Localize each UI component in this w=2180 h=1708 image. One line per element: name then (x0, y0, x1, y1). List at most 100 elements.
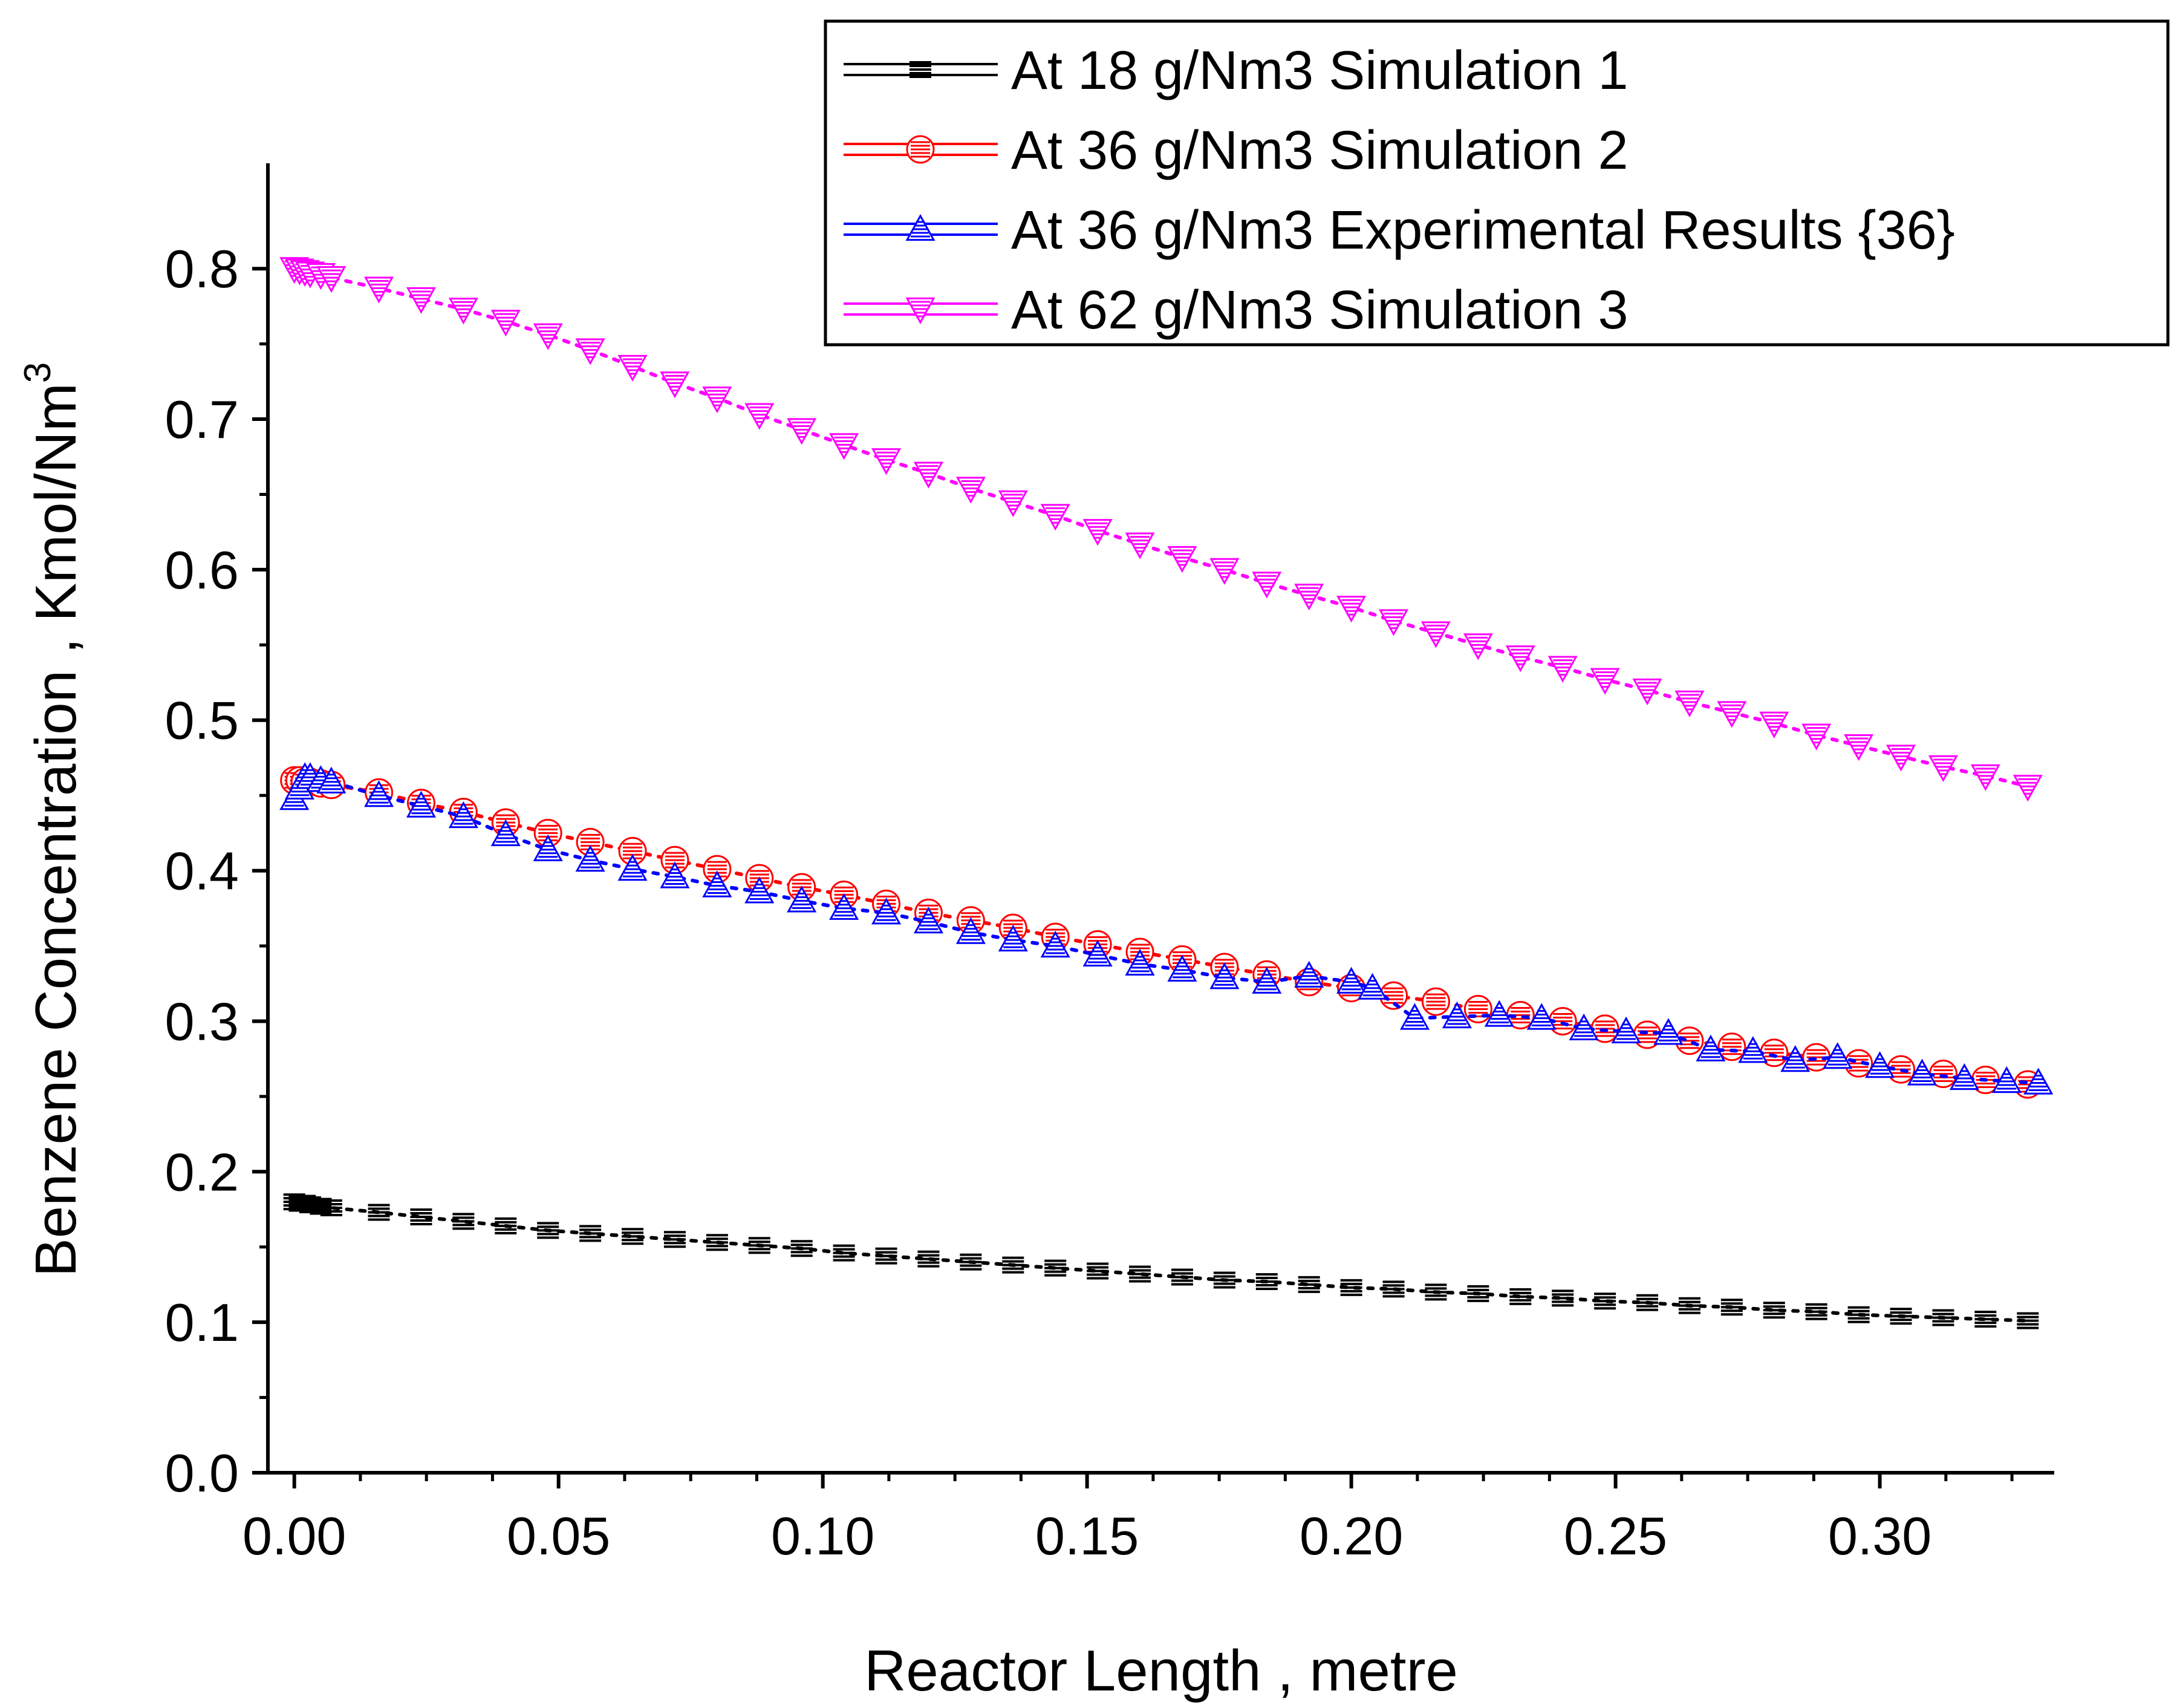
legend-label-4: At 62 g/Nm3 Simulation 3 (1011, 280, 1628, 341)
series-1-point-37 (1636, 1294, 1659, 1311)
series-4-point-38 (1674, 690, 1705, 717)
series-2 (280, 766, 2042, 1099)
series-4-point-14 (660, 371, 690, 399)
series-2-point-32 (1421, 987, 1450, 1016)
series-3-point-14 (660, 861, 690, 888)
series-1-point-26 (1171, 1268, 1193, 1286)
series-3-point-44 (1907, 1058, 1938, 1086)
y-tick-label-8: 0.7 (165, 390, 239, 449)
legend-marker-4 (905, 297, 935, 325)
series-4-point-17 (787, 418, 817, 445)
series-3-point-30 (1336, 966, 1367, 994)
series-4-point-41 (1801, 723, 1832, 751)
series-3-point-22 (998, 924, 1028, 952)
series-1-point-28 (1255, 1273, 1278, 1290)
legend-item-1: At 18 g/Nm3 Simulation 1 (844, 41, 1628, 101)
series-2-point-34 (1506, 1000, 1535, 1029)
legend-label-3: At 36 g/Nm3 Experimental Results {36} (1011, 200, 1955, 261)
series-4-point-30 (1336, 596, 1367, 623)
series-3-point-11 (533, 834, 563, 861)
series-1-point-29 (1298, 1276, 1320, 1293)
series-1-point-32 (1425, 1283, 1447, 1301)
series-1-point-35 (1552, 1289, 1574, 1307)
series-2-point-44 (1928, 1060, 1957, 1089)
series-3-point-16 (744, 876, 775, 904)
series-3-point-27 (1209, 962, 1240, 989)
series-4-point-33 (1463, 633, 1493, 660)
series-4-point-46 (2012, 775, 2043, 802)
series-3-point-32 (1399, 1003, 1430, 1030)
series-4-point-28 (1252, 572, 1282, 599)
y-axis-title-text: Benzene Concentration , Kmol/Nm (24, 383, 88, 1277)
y-tick-label-5: 0.4 (165, 841, 239, 901)
series-4-point-20 (913, 461, 944, 489)
y-tick-label-3: 0.2 (165, 1142, 239, 1202)
series-1-point-15 (706, 1234, 728, 1251)
series-1-point-11 (537, 1222, 559, 1239)
series-1-point-31 (1382, 1280, 1405, 1298)
series-1-point-33 (1467, 1285, 1489, 1302)
x-tick-label-2: 0.05 (507, 1506, 610, 1566)
plot-area (279, 257, 2054, 1329)
legend-label-2: At 36 g/Nm3 Simulation 2 (1011, 120, 1628, 181)
series-3-point-18 (829, 893, 859, 920)
y-axis-title-superscript: 3 (17, 362, 59, 383)
series-1-point-46 (2017, 1312, 2039, 1329)
series-1-point-23 (1044, 1259, 1067, 1277)
legend-marker-3 (905, 214, 935, 241)
series-1-point-17 (790, 1240, 813, 1257)
series-3-point-8 (406, 790, 436, 818)
series-3-point-24 (1082, 939, 1113, 967)
series-3-point-40 (1738, 1036, 1768, 1063)
legend-box (824, 19, 2170, 347)
y-axis-title: Benzene Concentration , Kmol/Nm3 (17, 362, 88, 1277)
series-4-point-36 (1590, 668, 1620, 695)
series-2-point-40 (1760, 1038, 1789, 1068)
series-3-point-29 (1294, 960, 1324, 988)
series-4-line (292, 267, 2030, 789)
series-3-point-47 (2023, 1068, 2054, 1095)
series-3-point-25 (1125, 948, 1155, 976)
series-3-point-23 (1040, 930, 1070, 958)
series-4-point-27 (1209, 558, 1240, 585)
axes: 0.0 0.1 0.2 0.3 0.4 0.5 0.6 0.7 0.8 0.00 0.05 0.10 0… (17, 163, 2054, 1703)
series-3-point-43 (1865, 1051, 1895, 1078)
series-4-point-31 (1378, 609, 1409, 636)
series-4-point-7 (363, 276, 394, 304)
series-3-point-46 (1991, 1066, 2022, 1094)
series-1-point-43 (1890, 1308, 1912, 1325)
series-4-point-9 (448, 298, 478, 325)
legend-marker-1 (909, 61, 931, 78)
series-1-point-27 (1213, 1271, 1235, 1289)
x-tick-label-7: 0.30 (1828, 1506, 1931, 1566)
series-1-point-19 (875, 1247, 897, 1265)
series-4 (279, 257, 2043, 802)
series-1-point-12 (579, 1225, 602, 1242)
series-1-point-9 (452, 1213, 475, 1230)
series-3-point-34 (1484, 1000, 1514, 1027)
series-2-point-41 (1802, 1043, 1831, 1072)
series-1-point-14 (663, 1231, 686, 1248)
series-3-point-19 (871, 898, 902, 925)
series-3-point-7 (363, 780, 394, 807)
series-1-point-13 (622, 1228, 644, 1245)
y-tick-label-1: 0.0 (165, 1443, 239, 1503)
series-4-point-23 (1040, 504, 1070, 531)
series-4-point-16 (744, 403, 775, 430)
series-4-point-10 (490, 310, 521, 337)
series-3-point-10 (490, 819, 521, 846)
series-1-point-25 (1129, 1265, 1151, 1283)
series-4-point-34 (1505, 645, 1535, 673)
series-1-point-42 (1847, 1306, 1870, 1323)
series-4-point-35 (1547, 656, 1578, 683)
series-4-point-25 (1125, 532, 1155, 559)
series-1-point-36 (1594, 1292, 1616, 1310)
series-1-point-30 (1340, 1279, 1362, 1296)
series-4-point-37 (1632, 678, 1662, 706)
series-3-point-15 (702, 870, 732, 898)
series-3-point-39 (1696, 1034, 1726, 1061)
y-tick-label-7: 0.6 (165, 540, 239, 600)
series-1-point-6 (320, 1199, 342, 1217)
series-3-point-37 (1611, 1016, 1641, 1043)
